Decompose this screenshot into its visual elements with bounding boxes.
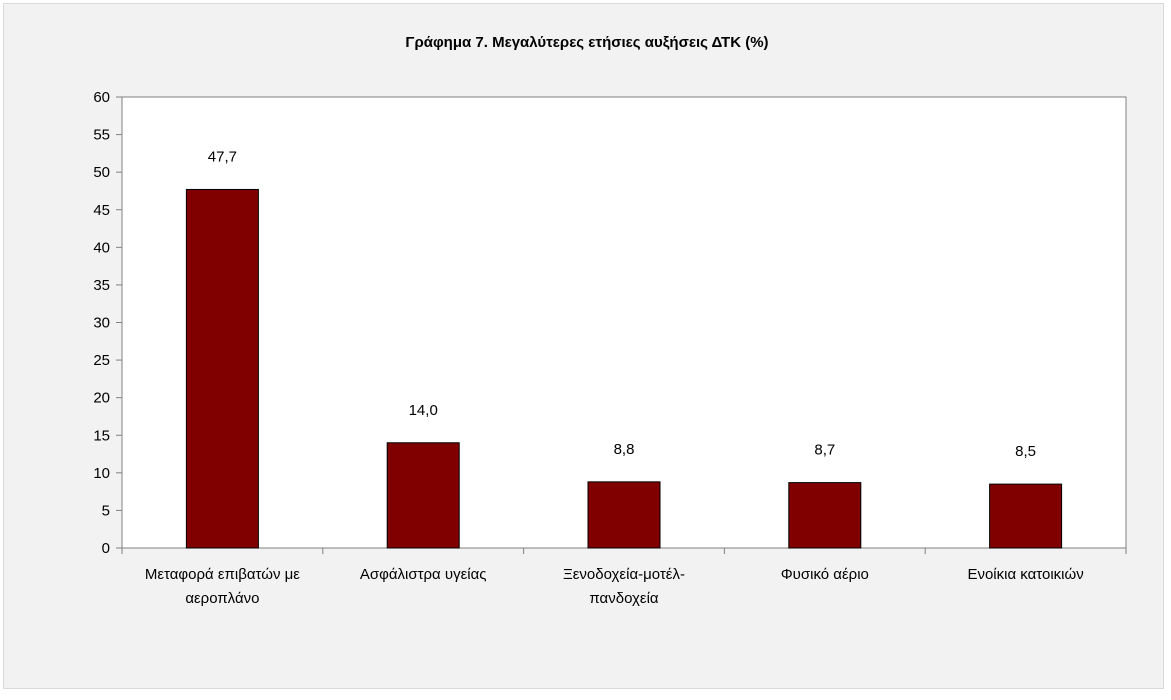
data-label: 8,8 xyxy=(614,441,635,458)
bar xyxy=(587,481,661,549)
plot-area xyxy=(121,96,1127,549)
category-label: Μεταφορά επιβατών με xyxy=(145,566,300,583)
data-label: 47,7 xyxy=(208,148,237,165)
y-tick-label: 35 xyxy=(93,277,110,294)
y-tick-label: 40 xyxy=(93,239,110,256)
data-labels: 47,7 14,0 8,8 8,7 8,5 xyxy=(208,148,1036,460)
category-label: πανδοχεία xyxy=(589,590,658,607)
y-tick-label: 30 xyxy=(93,315,110,332)
category-label: Φυσικό αέριο xyxy=(781,566,869,583)
category-label: Ασφάλιστρα υγείας xyxy=(360,566,487,583)
x-axis xyxy=(121,547,1127,554)
bar xyxy=(788,482,862,549)
y-tick-label: 60 xyxy=(93,89,110,106)
y-tick-label: 15 xyxy=(93,427,110,444)
category-label: Ξενοδοχεία-μοτέλ- xyxy=(563,566,685,583)
bar xyxy=(386,442,460,549)
category-label: αεροπλάνο xyxy=(185,590,259,607)
bar xyxy=(989,483,1063,549)
y-tick-label: 20 xyxy=(93,390,110,407)
y-tick-label: 5 xyxy=(102,502,110,519)
y-tick-label: 10 xyxy=(93,465,110,482)
chart-title: Γράφημα 7. Μεγαλύτερες ετήσιες αυξήσεις … xyxy=(405,34,768,51)
y-tick-label: 0 xyxy=(102,540,110,557)
category-labels: Μεταφορά επιβατών με αεροπλάνο Ασφάλιστρα … xyxy=(145,566,1084,607)
data-label: 8,7 xyxy=(814,442,835,459)
y-tick-label: 45 xyxy=(93,202,110,219)
y-tick-label: 25 xyxy=(93,352,110,369)
category-label: Ενοίκια κατοικιών xyxy=(967,566,1083,583)
y-tick-label: 55 xyxy=(93,127,110,144)
y-tick-label: 50 xyxy=(93,164,110,181)
data-label: 14,0 xyxy=(409,402,438,419)
data-label: 8,5 xyxy=(1015,443,1036,460)
bars xyxy=(185,188,1063,549)
bar xyxy=(185,188,259,549)
y-axis: 0 5 10 15 20 25 30 35 40 45 50 55 60 xyxy=(93,89,123,557)
